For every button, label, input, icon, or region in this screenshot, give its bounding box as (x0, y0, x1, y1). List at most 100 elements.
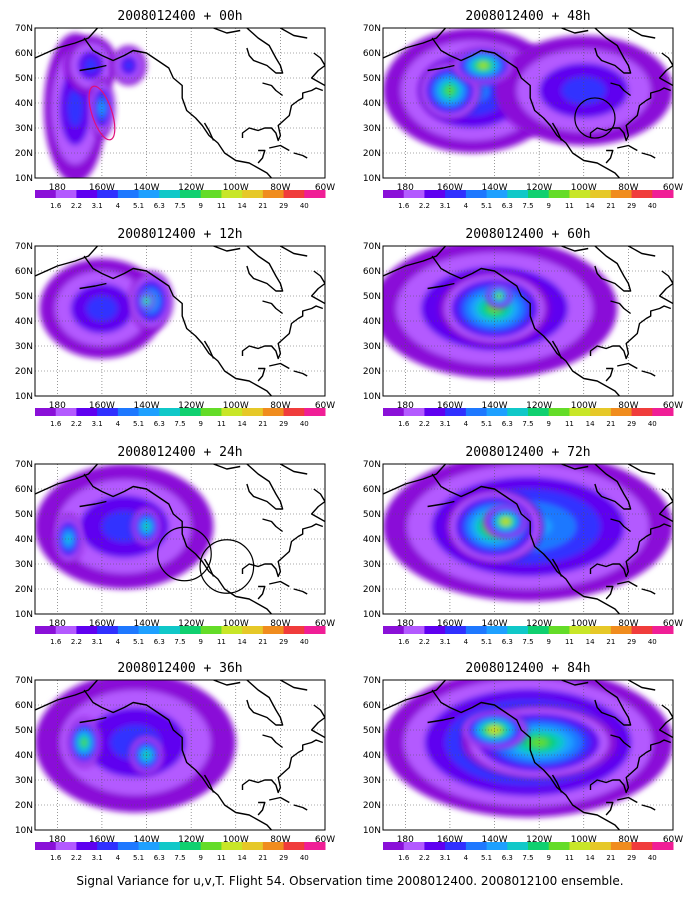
coastline (241, 87, 324, 142)
colorbar-label: 29 (627, 202, 636, 210)
coastline (658, 704, 673, 739)
x-tick-label: 80W (618, 835, 638, 845)
colorbar-label: 21 (258, 854, 267, 862)
coastline (213, 28, 241, 34)
coastline (257, 801, 266, 816)
x-tick-label: 120W (178, 183, 204, 193)
y-tick-label: 50N (363, 726, 381, 736)
y-tick-label: 30N (363, 342, 381, 352)
y-tick-label: 50N (363, 510, 381, 520)
coastline (280, 464, 308, 475)
colorbar-swatch (631, 842, 653, 850)
coastline (617, 362, 638, 370)
colorbar-label: 40 (300, 638, 309, 646)
x-tick-label: 100W (571, 619, 597, 629)
colorbar-label: 29 (279, 854, 288, 862)
coastline (257, 585, 266, 600)
colorbar-label: 4 (464, 854, 469, 862)
y-tick-label: 50N (15, 510, 33, 520)
colorbar-swatch (383, 190, 405, 198)
colorbar-swatch (548, 626, 570, 634)
y-tick-label: 20N (363, 801, 381, 811)
colorbar-label: 2.2 (71, 638, 82, 646)
coastline (431, 689, 621, 830)
coastline (241, 739, 324, 794)
variance-field (43, 33, 147, 178)
colorbar-label: 29 (627, 420, 636, 428)
colorbar-label: 6.3 (154, 420, 165, 428)
variance-field (383, 246, 618, 379)
colorbar-swatch (159, 190, 181, 198)
coastline (79, 716, 107, 724)
colorbar-swatch (590, 408, 612, 416)
forecast-panel: 2008012400 + 24h 10N 20N 30N 40N 50N 60N 70N 180… (10, 442, 350, 660)
coastline (551, 340, 563, 359)
colorbar-swatch (465, 190, 488, 198)
coastlines (35, 28, 325, 178)
colorbar-label: 14 (238, 202, 247, 210)
coastline (257, 367, 266, 382)
colorbar-swatch (465, 842, 488, 850)
colorbar-swatch (304, 626, 326, 634)
colorbar-label: 21 (606, 638, 615, 646)
coastline (246, 464, 284, 510)
colorbar-swatch (76, 626, 98, 634)
y-tick-label: 20N (15, 149, 33, 159)
variance-contour (124, 60, 134, 71)
coastline (605, 149, 614, 164)
colorbar-label: 9 (198, 638, 202, 646)
observation-circle (199, 539, 255, 594)
colorbar-label: 40 (648, 854, 657, 862)
coastline (658, 270, 673, 305)
panel-title: 2008012400 + 48h (465, 9, 591, 24)
variance-contour (480, 63, 487, 68)
colorbar-swatch (159, 626, 181, 634)
coastline (610, 518, 632, 533)
colorbar-label: 5.1 (133, 420, 144, 428)
y-tick-label: 10N (15, 174, 33, 184)
coastline (79, 64, 107, 72)
colorbar-swatch (507, 626, 529, 634)
colorbar-label: 5.1 (133, 854, 144, 862)
colorbar-swatch (610, 626, 633, 634)
colorbar-label: 2.2 (419, 202, 430, 210)
y-tick-label: 40N (363, 751, 381, 761)
colorbar-label: 29 (627, 854, 636, 862)
x-tick-label: 120W (526, 401, 552, 411)
y-tick-label: 70N (363, 24, 381, 34)
x-tick-label: 140W (481, 835, 507, 845)
y-tick-label: 30N (363, 560, 381, 570)
coastline (246, 680, 284, 726)
colorbar-label: 14 (586, 854, 595, 862)
colorbar-swatch (548, 842, 570, 850)
coastline (431, 473, 621, 614)
y-tick-label: 70N (15, 460, 33, 470)
x-tick-label: 120W (178, 835, 204, 845)
y-tick-label: 30N (15, 776, 33, 786)
variance-field (383, 680, 673, 818)
colorbar-swatch (383, 626, 405, 634)
colorbar-label: 14 (586, 420, 595, 428)
coastline (628, 464, 656, 475)
y-tick-label: 70N (363, 460, 381, 470)
colorbar-label: 40 (300, 854, 309, 862)
colorbar-swatch (652, 408, 674, 416)
coastline (658, 52, 673, 87)
colorbar-label: 40 (648, 202, 657, 210)
x-tick-label: 100W (571, 183, 597, 193)
colorbar-swatch (631, 190, 653, 198)
map-frame (34, 245, 326, 397)
colorbar-label: 6.3 (154, 202, 165, 210)
x-tick-label: 180 (49, 835, 66, 845)
map-chart: 10N 20N 30N 40N 50N 60N 70N 180 160W 140W 120W 100W… (15, 676, 335, 862)
x-tick-label: 120W (526, 619, 552, 629)
colorbar-swatch (652, 190, 674, 198)
coastline (628, 28, 656, 39)
forecast-panel: 2008012400 + 60h 10N 20N 30N 40N 50N 60N 70N 180… (358, 224, 698, 442)
colorbar-swatch (117, 842, 140, 850)
colorbar-label: 11 (565, 854, 574, 862)
panel-title: 2008012400 + 72h (465, 445, 591, 460)
colorbar-label: 29 (627, 638, 636, 646)
colorbar-label: 1.6 (398, 202, 410, 210)
colorbar-label: 3.1 (440, 202, 451, 210)
